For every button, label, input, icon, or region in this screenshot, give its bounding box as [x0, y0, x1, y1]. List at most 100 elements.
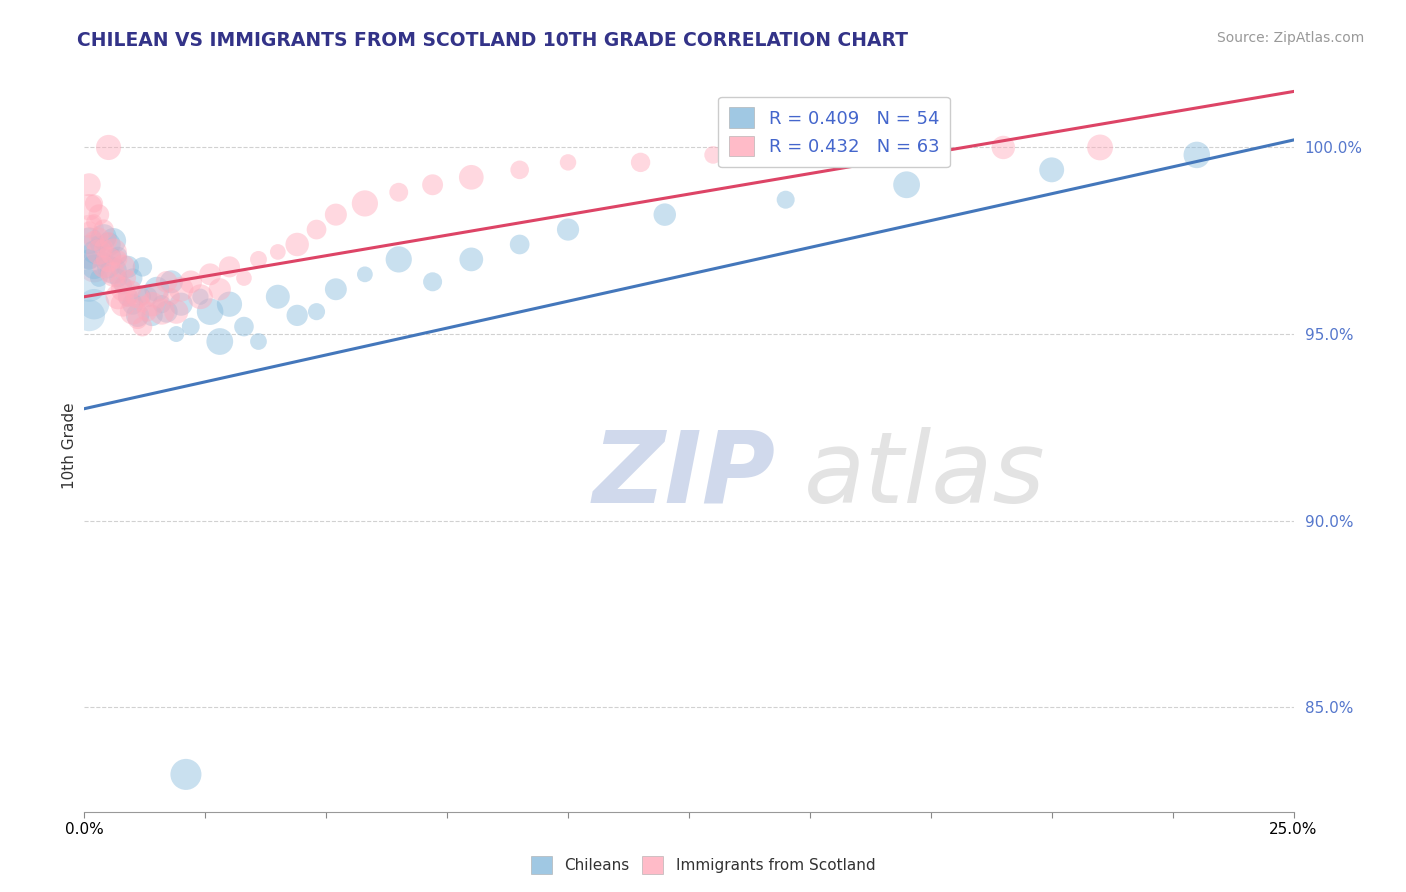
Point — [422, 178, 444, 192]
Point — [218, 297, 240, 311]
Point — [77, 309, 100, 323]
Text: Source: ZipAtlas.com: Source: ZipAtlas.com — [1216, 31, 1364, 45]
Point — [77, 252, 100, 267]
Point — [557, 155, 579, 169]
Point — [127, 309, 149, 323]
Point — [112, 260, 135, 274]
Point — [325, 282, 347, 296]
Point — [702, 148, 724, 162]
Point — [155, 275, 177, 289]
Point — [77, 222, 100, 236]
Point — [103, 249, 125, 263]
Point — [180, 319, 202, 334]
Point — [87, 230, 110, 244]
Point — [112, 282, 135, 296]
Point — [896, 178, 918, 192]
Point — [198, 268, 221, 282]
Point — [117, 271, 139, 285]
Point — [267, 290, 290, 304]
Point — [87, 237, 110, 252]
Point — [77, 234, 100, 248]
Point — [150, 297, 173, 311]
Point — [93, 241, 115, 255]
Point — [121, 271, 143, 285]
Point — [127, 290, 149, 304]
Point — [107, 271, 129, 285]
Point — [83, 260, 105, 274]
Legend: Chileans, Immigrants from Scotland: Chileans, Immigrants from Scotland — [524, 850, 882, 880]
Point — [117, 260, 139, 274]
Point — [117, 290, 139, 304]
Point — [103, 268, 125, 282]
Point — [170, 297, 193, 311]
Point — [83, 297, 105, 311]
Point — [141, 297, 163, 311]
Point — [170, 282, 193, 296]
Point — [93, 230, 115, 244]
Point — [121, 304, 143, 318]
Point — [83, 244, 105, 259]
Point — [218, 260, 240, 274]
Point — [127, 312, 149, 326]
Point — [247, 334, 270, 349]
Point — [97, 268, 120, 282]
Point — [208, 334, 231, 349]
Point — [165, 326, 187, 341]
Point — [117, 290, 139, 304]
Point — [97, 252, 120, 267]
Point — [174, 767, 197, 781]
Point — [993, 140, 1015, 154]
Point — [388, 186, 411, 200]
Point — [77, 200, 100, 214]
Point — [247, 252, 270, 267]
Point — [146, 290, 169, 304]
Point — [107, 290, 129, 304]
Point — [1040, 162, 1063, 177]
Point — [165, 304, 187, 318]
Point — [107, 252, 129, 267]
Point — [233, 319, 256, 334]
Point — [83, 215, 105, 229]
Point — [107, 249, 129, 263]
Point — [509, 162, 531, 177]
Point — [285, 309, 308, 323]
Point — [83, 196, 105, 211]
Point — [180, 275, 202, 289]
Point — [77, 222, 100, 236]
Point — [150, 304, 173, 318]
Point — [146, 282, 169, 296]
Point — [630, 155, 652, 169]
Point — [267, 244, 290, 259]
Point — [799, 140, 821, 154]
Point — [190, 290, 212, 304]
Point — [190, 290, 212, 304]
Point — [509, 237, 531, 252]
Point — [388, 252, 411, 267]
Point — [93, 252, 115, 267]
Point — [131, 290, 153, 304]
Y-axis label: 10th Grade: 10th Grade — [62, 402, 77, 490]
Point — [160, 290, 183, 304]
Point — [460, 252, 482, 267]
Point — [654, 208, 676, 222]
Text: ZIP: ZIP — [592, 426, 775, 524]
Point — [77, 178, 100, 192]
Point — [107, 275, 129, 289]
Point — [112, 297, 135, 311]
Point — [775, 193, 797, 207]
Point — [422, 275, 444, 289]
Text: CHILEAN VS IMMIGRANTS FROM SCOTLAND 10TH GRADE CORRELATION CHART: CHILEAN VS IMMIGRANTS FROM SCOTLAND 10TH… — [77, 31, 908, 50]
Point — [160, 275, 183, 289]
Point — [77, 244, 100, 259]
Point — [354, 196, 377, 211]
Point — [83, 260, 105, 274]
Point — [305, 304, 328, 318]
Text: atlas: atlas — [804, 426, 1046, 524]
Point — [136, 290, 159, 304]
Point — [103, 263, 125, 277]
Point — [354, 268, 377, 282]
Point — [141, 309, 163, 323]
Point — [155, 304, 177, 318]
Point — [208, 282, 231, 296]
Point — [285, 237, 308, 252]
